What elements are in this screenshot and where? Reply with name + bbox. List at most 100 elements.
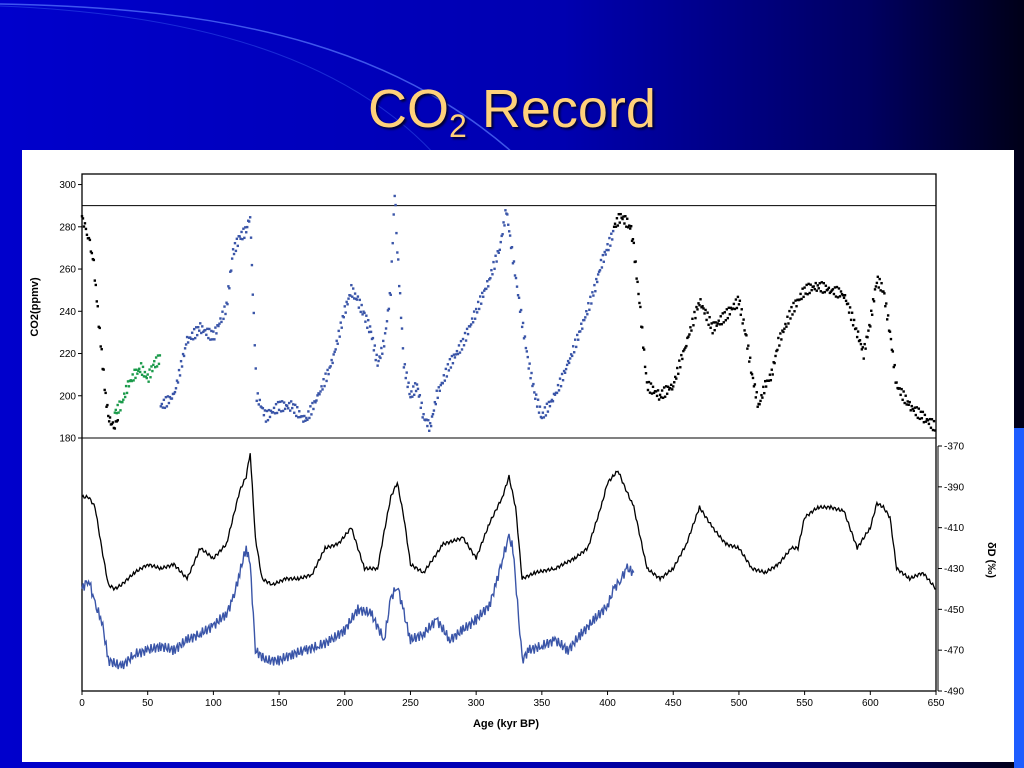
co2-point — [475, 311, 479, 314]
co2-point — [890, 348, 894, 352]
co2-point — [458, 351, 462, 354]
co2-point — [785, 325, 788, 328]
co2-point — [122, 398, 125, 401]
co2-point — [146, 373, 149, 376]
co2-point — [703, 312, 706, 315]
co2-point — [740, 308, 743, 311]
deuterium-series-1 — [81, 533, 635, 670]
co2-point — [127, 385, 131, 388]
co2-point — [378, 355, 381, 358]
co2-point — [379, 356, 382, 360]
co2-point — [205, 333, 208, 337]
co2-point — [835, 285, 839, 289]
co2-point — [372, 349, 376, 352]
co2-point — [155, 365, 159, 368]
co2-point — [87, 236, 91, 240]
co2-point — [170, 397, 174, 400]
co2-point — [739, 313, 742, 316]
co2-point — [570, 354, 574, 358]
co2-point — [848, 306, 852, 309]
co2-point — [927, 422, 931, 426]
co2-point — [920, 417, 924, 420]
deuterium-y-axis-label: δD (‰) — [985, 542, 997, 578]
co2-point — [883, 292, 886, 295]
co2-point — [880, 281, 883, 285]
co2-point — [743, 329, 746, 332]
co2-point — [472, 310, 476, 313]
co2-point — [282, 401, 286, 404]
co2-point — [662, 386, 666, 389]
x-tick-label: 450 — [665, 698, 682, 709]
co2-point — [658, 393, 662, 397]
co2-point — [657, 398, 661, 401]
co2-point — [596, 280, 599, 284]
co2-point — [257, 403, 260, 406]
co2-point — [787, 322, 790, 325]
co2-point — [432, 409, 436, 412]
x-tick-label: 50 — [142, 698, 154, 709]
deuterium-tick-label: -450 — [944, 605, 964, 616]
co2-point — [395, 231, 398, 235]
co2-point — [125, 391, 129, 395]
co2-point — [719, 315, 722, 318]
x-tick-label: 550 — [796, 698, 813, 709]
co2-point — [356, 295, 360, 298]
co2-point — [156, 354, 160, 357]
co2-point — [852, 318, 856, 322]
co2-point — [131, 373, 134, 376]
co2-point — [708, 315, 711, 319]
co2-point — [340, 326, 343, 329]
co2-point — [398, 284, 401, 288]
co2-point — [174, 387, 178, 390]
co2-point — [926, 419, 930, 422]
co2-point — [271, 411, 275, 414]
co2-point — [453, 356, 457, 359]
co2-point — [906, 400, 909, 403]
co2-point — [274, 402, 278, 406]
co2-point — [877, 286, 880, 289]
co2-point — [901, 398, 904, 402]
co2-point — [807, 282, 810, 286]
co2-point — [234, 249, 238, 253]
co2-point — [806, 293, 809, 296]
co2-point — [157, 362, 161, 366]
co2-point — [770, 368, 773, 371]
co2-point — [804, 292, 807, 295]
co2-point — [870, 313, 874, 316]
co2-point — [441, 382, 445, 385]
co2-point — [697, 302, 700, 305]
co2-point — [836, 296, 840, 299]
co2-point — [397, 258, 400, 261]
co2-series-3 — [612, 212, 937, 432]
co2-point — [227, 285, 230, 288]
co2-point — [402, 366, 406, 369]
co2-point — [579, 330, 582, 333]
co2-point — [560, 372, 564, 376]
co2-point — [841, 293, 845, 297]
co2-point — [888, 330, 892, 333]
co2-point — [898, 387, 901, 390]
co2-point — [622, 215, 625, 218]
co2-point — [583, 318, 586, 322]
co2-point — [535, 393, 538, 396]
co2-point — [519, 308, 523, 312]
co2-point — [371, 336, 375, 340]
co2-point — [502, 221, 505, 224]
co2-point — [278, 400, 282, 404]
co2-point — [624, 215, 627, 218]
co2-point — [328, 366, 331, 369]
co2-point — [824, 284, 828, 287]
co2-point — [545, 402, 549, 405]
x-axis-label: Age (kyr BP) — [473, 718, 539, 730]
co2-point — [535, 405, 539, 408]
co2-point — [381, 352, 384, 355]
co2-point — [454, 353, 458, 356]
co2-point — [720, 323, 723, 326]
co2-point — [929, 426, 933, 429]
co2-point — [311, 401, 314, 405]
co2-point — [288, 409, 292, 412]
co2-point — [198, 329, 201, 332]
co2-point — [647, 380, 651, 384]
co2-point — [439, 383, 442, 387]
co2-point — [281, 409, 285, 413]
